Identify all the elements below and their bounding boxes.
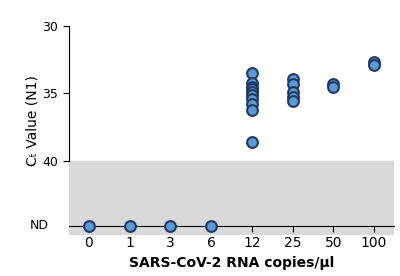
- Point: [249, 140, 255, 144]
- Point: [249, 92, 255, 97]
- Point: [330, 82, 336, 86]
- Point: [330, 84, 336, 89]
- Point: [249, 107, 255, 112]
- X-axis label: SARS-CoV-2 RNA copies/μl: SARS-CoV-2 RNA copies/μl: [129, 256, 334, 270]
- Point: [86, 224, 92, 228]
- Point: [249, 71, 255, 75]
- Point: [290, 82, 296, 86]
- Point: [126, 224, 133, 228]
- Point: [167, 224, 174, 228]
- Point: [249, 87, 255, 92]
- Point: [249, 97, 255, 101]
- Point: [249, 80, 255, 85]
- Bar: [69, 161, 394, 242]
- Point: [249, 90, 255, 94]
- Point: [371, 63, 377, 67]
- Y-axis label: Cₜ Value (N1): Cₜ Value (N1): [26, 75, 40, 166]
- Point: [290, 99, 296, 104]
- Point: [371, 60, 377, 65]
- Point: [290, 90, 296, 94]
- Point: [290, 76, 296, 81]
- Point: [290, 95, 296, 100]
- Point: [249, 102, 255, 106]
- Point: [208, 224, 214, 228]
- Point: [249, 84, 255, 89]
- Text: ND: ND: [29, 219, 48, 232]
